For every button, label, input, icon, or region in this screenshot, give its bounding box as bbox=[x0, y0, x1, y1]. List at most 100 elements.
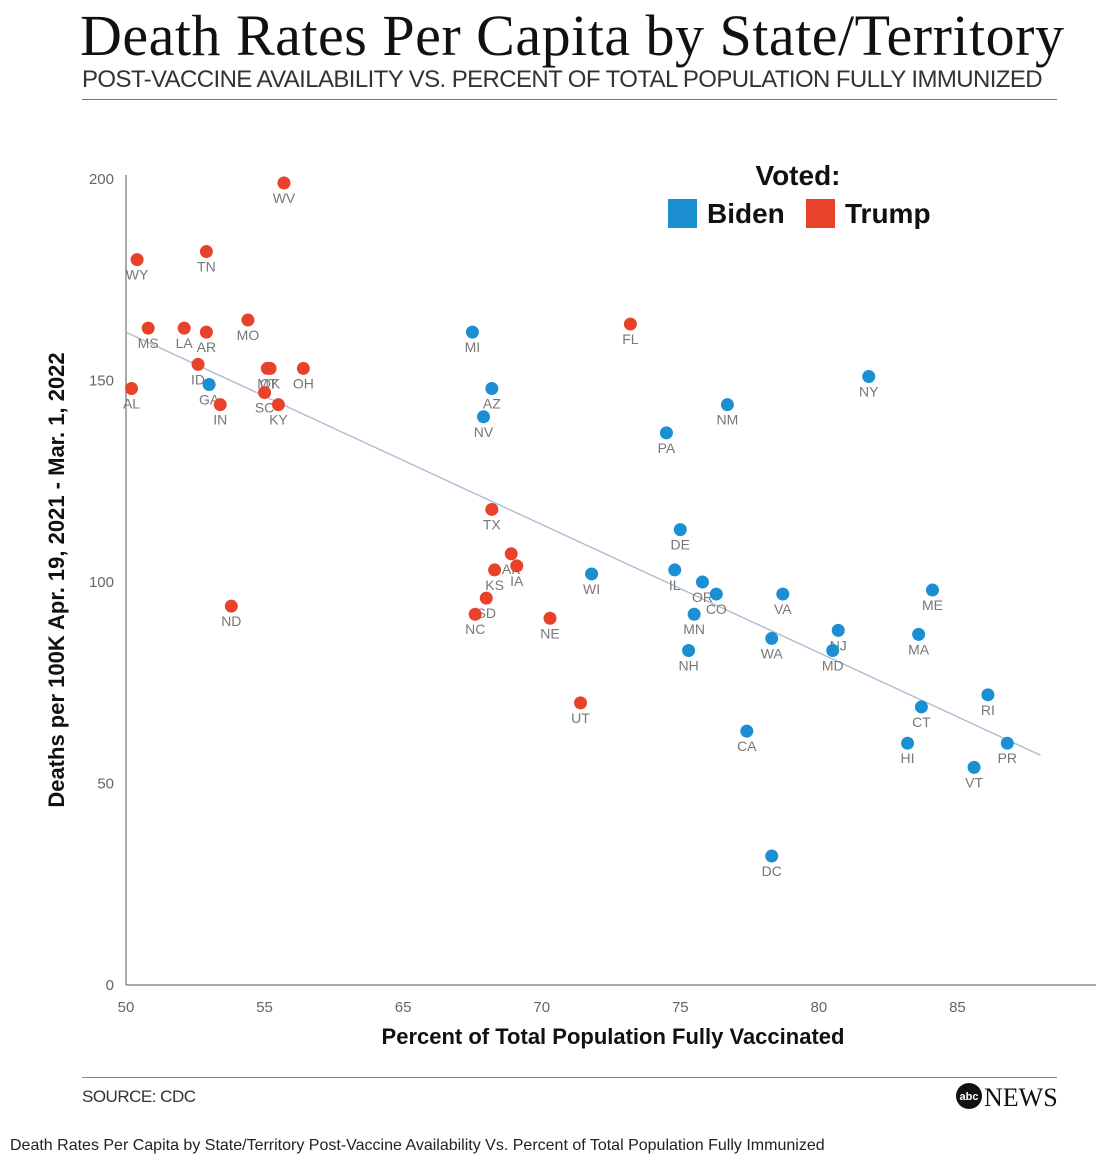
y-tick-label: 200 bbox=[89, 171, 114, 188]
data-label-hi: HI bbox=[901, 750, 915, 766]
data-label-vt: VT bbox=[965, 774, 983, 790]
data-label-ct: CT bbox=[912, 714, 931, 730]
data-label-mo: MO bbox=[237, 327, 260, 343]
y-tick-label: 0 bbox=[106, 977, 114, 994]
svg-text:abc: abc bbox=[960, 1091, 979, 1103]
data-point-wy bbox=[130, 253, 144, 267]
x-tick-label: 65 bbox=[395, 999, 412, 1016]
data-point-wv bbox=[277, 176, 291, 190]
data-point-fl bbox=[623, 317, 637, 331]
data-label-ri: RI bbox=[981, 702, 995, 718]
x-tick-label: 50 bbox=[118, 999, 135, 1016]
data-point-hi bbox=[901, 736, 915, 750]
data-point-mi bbox=[465, 325, 479, 339]
chart-subtitle: POST-VACCINE AVAILABILITY VS. PERCENT OF… bbox=[82, 66, 1043, 93]
data-point-me bbox=[925, 583, 939, 597]
data-point-ky bbox=[271, 398, 285, 412]
data-point-ks bbox=[488, 563, 502, 577]
data-point-id bbox=[191, 357, 205, 371]
data-label-al: AL bbox=[123, 396, 140, 412]
y-axis-label: Deaths per 100K Apr. 19, 2021 - Mar. 1, … bbox=[44, 352, 69, 807]
data-point-ok bbox=[263, 361, 277, 375]
x-tick-label: 75 bbox=[672, 999, 689, 1016]
data-label-tn: TN bbox=[197, 259, 216, 275]
data-point-az bbox=[485, 382, 499, 396]
data-label-wa: WA bbox=[761, 645, 784, 661]
data-label-md: MD bbox=[822, 658, 844, 674]
data-label-az: AZ bbox=[483, 396, 501, 412]
y-tick-label: 100 bbox=[89, 574, 114, 591]
y-tick-label: 150 bbox=[89, 373, 114, 390]
data-point-tn bbox=[199, 245, 213, 259]
data-label-dc: DC bbox=[762, 863, 782, 879]
data-label-mn: MN bbox=[683, 621, 705, 637]
data-point-wi bbox=[585, 567, 599, 581]
data-label-me: ME bbox=[922, 597, 943, 613]
data-label-ma: MA bbox=[908, 641, 930, 657]
data-label-wi: WI bbox=[583, 581, 600, 597]
data-point-or bbox=[695, 575, 709, 589]
abc-news-logo: abc NEWS bbox=[956, 1083, 1058, 1112]
data-point-pa bbox=[659, 426, 673, 440]
data-point-nj bbox=[831, 623, 845, 637]
data-label-il: IL bbox=[669, 577, 681, 593]
data-point-de bbox=[673, 523, 687, 537]
data-label-nm: NM bbox=[717, 412, 739, 428]
data-label-oh: OH bbox=[293, 375, 314, 391]
legend-swatch-trump bbox=[806, 199, 835, 228]
data-label-sc: SC bbox=[255, 400, 274, 416]
x-tick-label: 55 bbox=[256, 999, 273, 1016]
data-label-ut: UT bbox=[571, 710, 590, 726]
x-axis-label: Percent of Total Population Fully Vaccin… bbox=[382, 1024, 845, 1049]
data-label-nd: ND bbox=[221, 613, 241, 629]
data-label-co: CO bbox=[706, 601, 727, 617]
data-point-ma bbox=[912, 627, 926, 641]
data-point-nc bbox=[468, 607, 482, 621]
data-point-nv bbox=[477, 410, 491, 424]
legend-label-biden: Biden bbox=[707, 198, 785, 229]
data-point-nm bbox=[720, 398, 734, 412]
data-label-ks: KS bbox=[485, 577, 504, 593]
data-point-la bbox=[177, 321, 191, 335]
data-label-ny: NY bbox=[859, 383, 879, 399]
legend-label-trump: Trump bbox=[845, 198, 931, 229]
x-tick-label: 70 bbox=[533, 999, 550, 1016]
data-label-ar: AR bbox=[197, 339, 216, 355]
data-label-la: LA bbox=[176, 335, 194, 351]
data-label-pa: PA bbox=[658, 440, 676, 456]
data-point-nh bbox=[682, 644, 696, 658]
data-point-ak bbox=[504, 547, 518, 561]
data-point-dc bbox=[765, 849, 779, 863]
figure-caption: Death Rates Per Capita by State/Territor… bbox=[10, 1137, 825, 1154]
data-label-id: ID bbox=[191, 371, 205, 387]
data-point-ar bbox=[199, 325, 213, 339]
data-label-pr: PR bbox=[998, 750, 1017, 766]
data-point-ca bbox=[740, 724, 754, 738]
data-point-ct bbox=[914, 700, 928, 714]
chart-title: Death Rates Per Capita by State/Territor… bbox=[80, 3, 1065, 68]
data-point-mo bbox=[241, 313, 255, 327]
data-point-ny bbox=[862, 369, 876, 383]
x-tick-label: 85 bbox=[949, 999, 966, 1016]
data-point-al bbox=[125, 382, 139, 396]
data-point-il bbox=[668, 563, 682, 577]
x-tick-label: 80 bbox=[811, 999, 828, 1016]
data-point-ri bbox=[981, 688, 995, 702]
data-point-mn bbox=[687, 607, 701, 621]
footer-divider bbox=[82, 1077, 1057, 1078]
data-label-de: DE bbox=[671, 537, 690, 553]
data-label-tx: TX bbox=[483, 516, 502, 532]
data-label-wv: WV bbox=[273, 190, 296, 206]
data-label-wy: WY bbox=[126, 267, 149, 283]
data-label-ms: MS bbox=[138, 335, 159, 351]
data-label-sd: SD bbox=[477, 605, 496, 621]
data-label-or: OR bbox=[692, 589, 713, 605]
data-label-in: IN bbox=[213, 412, 227, 428]
data-point-nd bbox=[224, 599, 238, 613]
data-point-oh bbox=[296, 361, 310, 375]
data-point-in bbox=[213, 398, 227, 412]
data-label-mi: MI bbox=[465, 339, 481, 355]
data-label-nv: NV bbox=[474, 424, 494, 440]
